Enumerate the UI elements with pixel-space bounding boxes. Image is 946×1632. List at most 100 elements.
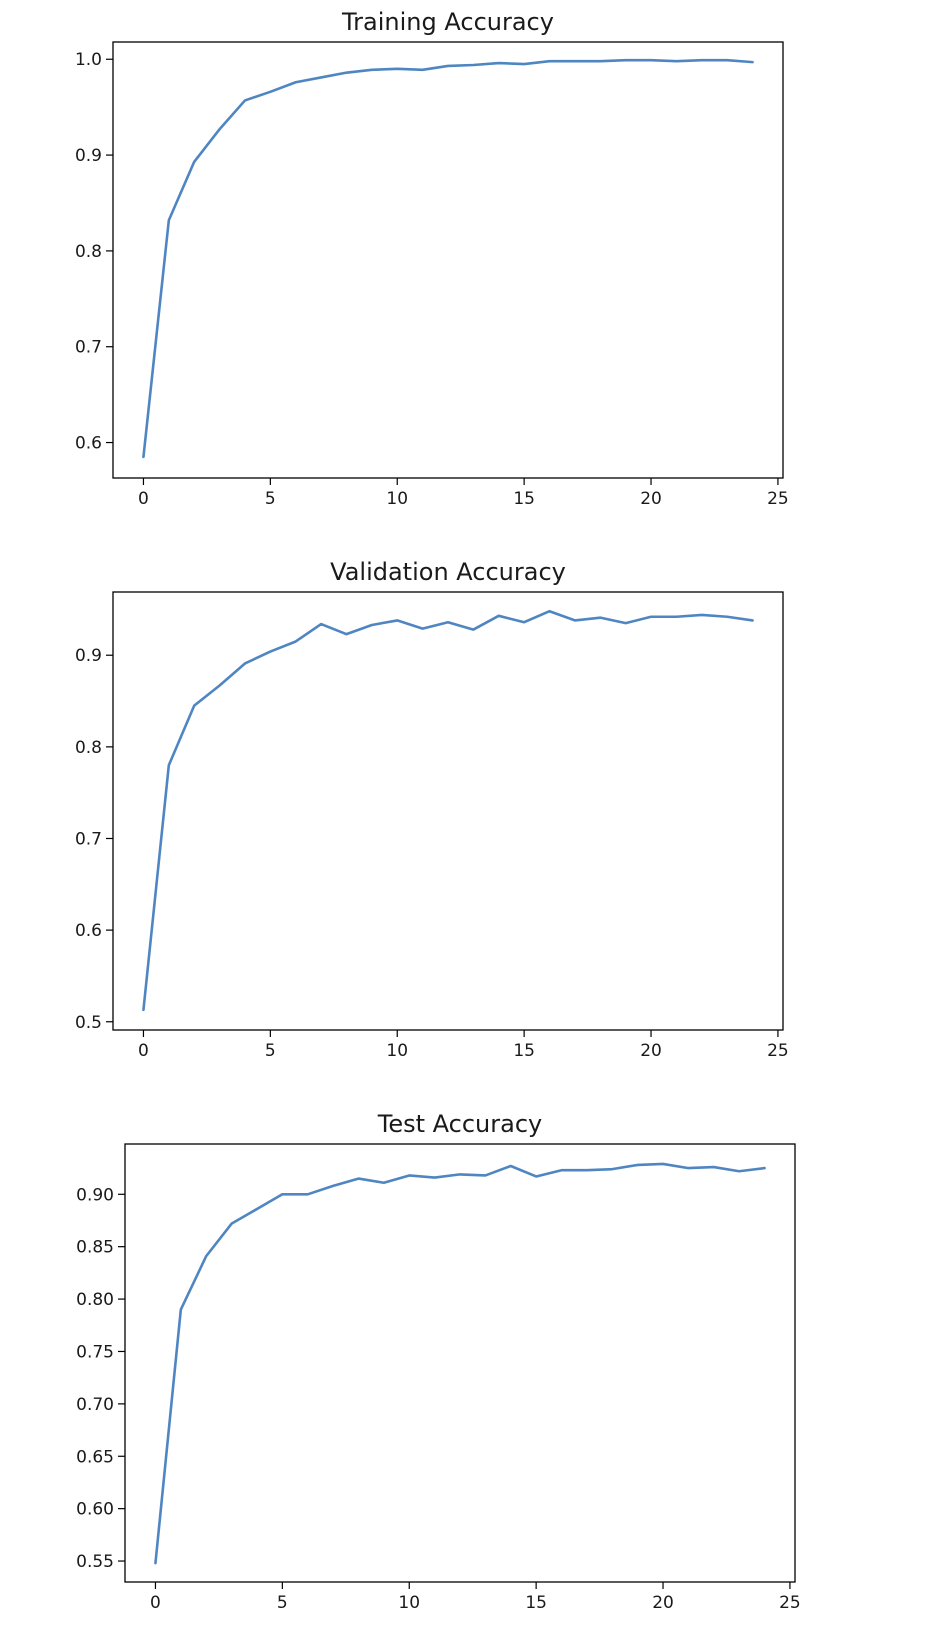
- data-point: [230, 1222, 234, 1226]
- data-point: [356, 1177, 360, 1181]
- x-tick-label: 10: [386, 1041, 408, 1061]
- y-tick-label: 0.55: [76, 1552, 114, 1572]
- series-line: [142, 58, 754, 459]
- x-tick-label: 10: [398, 1593, 420, 1613]
- y-tick-label: 0.9: [75, 146, 102, 166]
- data-point: [446, 620, 450, 624]
- data-point: [686, 1166, 690, 1170]
- data-point: [700, 613, 704, 617]
- x-tick-label: 15: [525, 1593, 547, 1613]
- axes-frame: [124, 1143, 796, 1583]
- axes-frame: [112, 41, 784, 479]
- data-point: [636, 1163, 640, 1167]
- data-point: [497, 614, 501, 618]
- x-tick-label: 20: [640, 489, 662, 509]
- data-point: [548, 609, 552, 613]
- data-point: [573, 59, 577, 63]
- data-point: [218, 683, 222, 687]
- data-point: [497, 61, 501, 65]
- data-point: [421, 68, 425, 72]
- y-tick-label: 0.8: [75, 242, 102, 262]
- x-tick-label: 0: [150, 1593, 161, 1613]
- data-point: [204, 1254, 208, 1258]
- data-point: [446, 64, 450, 68]
- data-point: [243, 661, 247, 665]
- data-point: [141, 1008, 145, 1012]
- x-tick-label: 0: [138, 1041, 149, 1061]
- data-point: [522, 620, 526, 624]
- series-line: [154, 1162, 766, 1565]
- axes-frame: [112, 591, 784, 1031]
- y-tick-label: 0.85: [76, 1238, 114, 1258]
- y-tick-label: 0.70: [76, 1395, 114, 1415]
- data-point: [548, 59, 552, 63]
- y-tick-label: 0.90: [76, 1185, 114, 1205]
- data-point: [624, 621, 628, 625]
- y-tick-label: 1.0: [75, 50, 102, 70]
- data-point: [725, 58, 729, 62]
- data-point: [509, 1164, 513, 1168]
- data-point: [458, 1172, 462, 1176]
- chart-title: Training Accuracy: [341, 8, 554, 36]
- y-tick-label: 0.7: [75, 829, 102, 849]
- data-point: [674, 59, 678, 63]
- y-tick-label: 0.65: [76, 1447, 114, 1467]
- data-point: [483, 1173, 487, 1177]
- y-tick-label: 0.60: [76, 1500, 114, 1520]
- data-point: [763, 1166, 767, 1170]
- chart-panel-1: Training Accuracy 0 5 10 15 20 25 0.6 0.7 0.8 0.9 1…: [75, 8, 789, 509]
- data-point: [167, 218, 171, 222]
- data-point: [319, 75, 323, 79]
- data-point: [370, 68, 374, 72]
- data-point: [421, 627, 425, 631]
- data-point: [610, 1167, 614, 1171]
- data-point: [407, 1173, 411, 1177]
- data-point: [674, 615, 678, 619]
- data-point: [598, 616, 602, 620]
- data-point: [649, 615, 653, 619]
- x-tick-label: 5: [265, 489, 276, 509]
- data-point: [294, 80, 298, 84]
- y-tick-label: 0.8: [75, 738, 102, 758]
- x-tick-label: 15: [513, 1041, 535, 1061]
- y-tick-label: 0.5: [75, 1013, 102, 1033]
- x-tick-label: 0: [138, 489, 149, 509]
- data-point: [153, 1561, 157, 1565]
- data-point: [243, 98, 247, 102]
- data-point: [294, 639, 298, 643]
- data-point: [737, 1169, 741, 1173]
- data-point: [179, 1308, 183, 1312]
- data-point: [344, 632, 348, 636]
- chart-panel-2: Validation Accuracy 0 5 10 15 20 25 0.5 0.6 0.7 0.…: [75, 558, 789, 1061]
- data-point: [624, 58, 628, 62]
- data-point: [725, 615, 729, 619]
- data-point: [192, 704, 196, 708]
- data-point: [395, 618, 399, 622]
- data-point: [268, 650, 272, 654]
- data-point: [598, 59, 602, 63]
- data-point: [280, 1192, 284, 1196]
- data-point: [331, 1184, 335, 1188]
- series-line: [142, 609, 754, 1012]
- data-point: [382, 1181, 386, 1185]
- y-tick-label: 0.75: [76, 1342, 114, 1362]
- data-point: [712, 1165, 716, 1169]
- y-tick-label: 0.80: [76, 1290, 114, 1310]
- data-point: [319, 622, 323, 626]
- x-tick-label: 25: [767, 489, 789, 509]
- data-point: [255, 1207, 259, 1211]
- x-tick-label: 5: [277, 1593, 288, 1613]
- x-tick-label: 15: [513, 489, 535, 509]
- data-point: [192, 160, 196, 164]
- data-point: [306, 1192, 310, 1196]
- y-tick-label: 0.9: [75, 646, 102, 666]
- x-tick-label: 25: [779, 1593, 801, 1613]
- data-point: [218, 127, 222, 131]
- x-tick-label: 20: [652, 1593, 674, 1613]
- data-point: [370, 623, 374, 627]
- x-tick-label: 20: [640, 1041, 662, 1061]
- data-point: [268, 90, 272, 94]
- data-point: [573, 618, 577, 622]
- data-point: [534, 1174, 538, 1178]
- data-point: [395, 67, 399, 71]
